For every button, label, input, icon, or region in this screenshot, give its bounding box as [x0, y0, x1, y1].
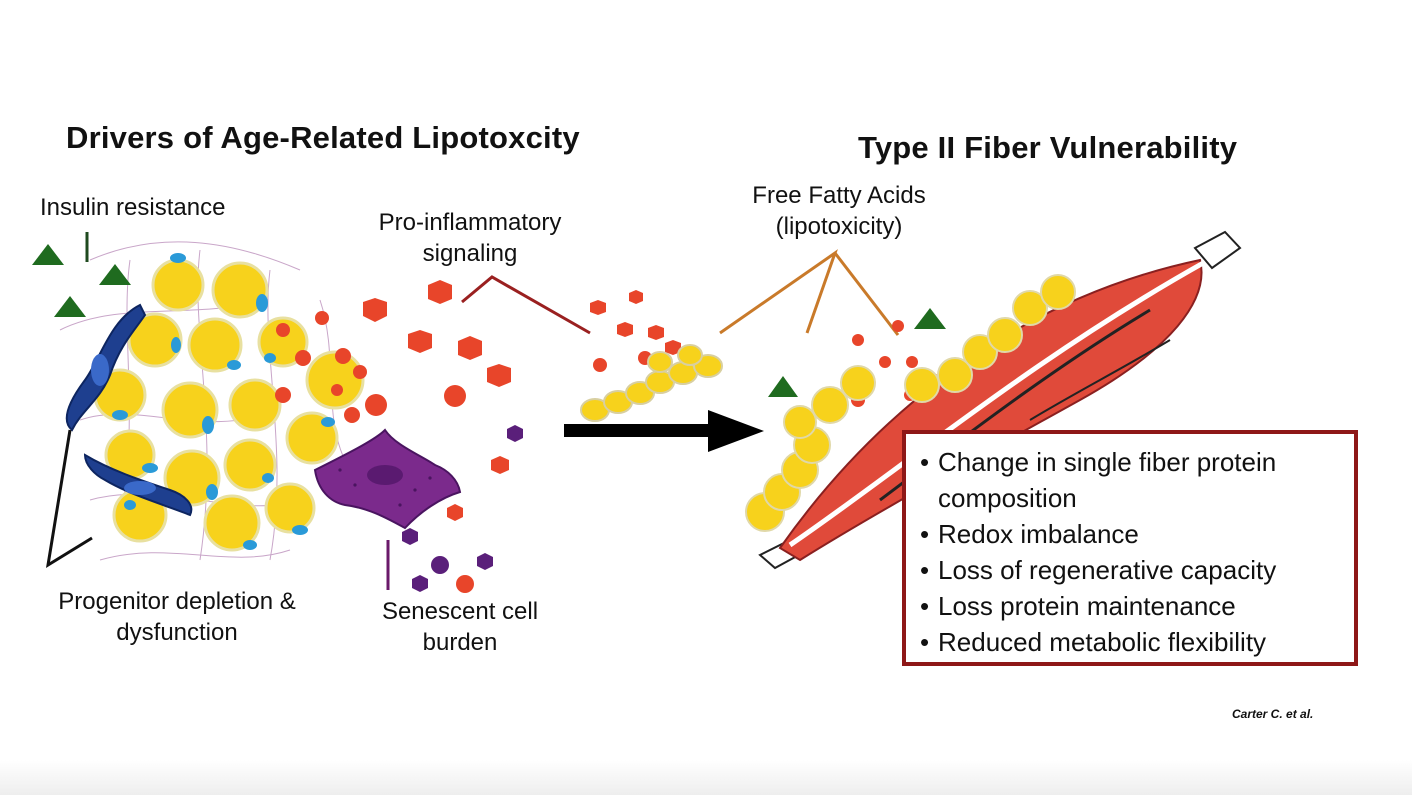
progenitor-label: Progenitor depletion & dysfunction	[34, 586, 320, 648]
senescent-cell-icon	[313, 428, 462, 530]
vulnerability-item: Loss of regenerative capacity	[920, 552, 1354, 588]
free-fatty-acids-line2: (lipotoxicity)	[775, 213, 903, 240]
muscle-fiber-icon	[758, 230, 1242, 570]
pro-inflammatory-line2: signaling	[422, 240, 518, 267]
vulnerability-item: Change in single fiber protein	[920, 444, 1354, 480]
citation: Carter C. et al.	[1232, 707, 1314, 721]
footer-band	[0, 760, 1412, 795]
progenitor-line1: Progenitor depletion &	[58, 588, 296, 615]
arrow-icon	[564, 410, 764, 452]
senescent-line1: Senescent cell	[381, 598, 539, 625]
vulnerability-item: Reduced metabolic flexibility	[920, 624, 1354, 660]
right-title: Type II Fiber Vulnerability	[858, 130, 1238, 165]
pro-inflammatory-label: Pro-inflammatory signaling	[360, 207, 580, 269]
cytokine-particles	[275, 280, 941, 593]
free-fatty-acids-label: Free Fatty Acids (lipotoxicity)	[730, 180, 948, 242]
vulnerability-item-continuation: composition	[938, 483, 1077, 513]
fatty-acid-chain	[580, 344, 723, 422]
vulnerability-box: Change in single fiber protein compositi…	[902, 430, 1358, 666]
adipose-tissue-cluster	[59, 241, 365, 561]
vulnerability-item: Loss protein maintenance	[920, 588, 1354, 624]
progenitor-cell-icon	[65, 303, 193, 517]
free-fatty-acids-line1: Free Fatty Acids	[752, 182, 926, 209]
triangle-markers	[32, 244, 946, 397]
senescent-particles	[402, 425, 523, 592]
vulnerability-item: Redox imbalance	[920, 516, 1354, 552]
progenitor-connector	[45, 429, 93, 568]
senescent-line2: burden	[422, 629, 498, 656]
pro-inflammatory-line1: Pro-inflammatory	[378, 209, 562, 236]
insulin-resistance-label: Insulin resistance	[40, 194, 226, 221]
inflammatory-connector	[461, 275, 591, 335]
vulnerability-list: Change in single fiber protein compositi…	[906, 434, 1354, 660]
ffa-connector-left	[719, 249, 838, 335]
intramuscular-lipid	[745, 274, 1076, 532]
left-title: Drivers of Age-Related Lipotoxcity	[66, 120, 580, 155]
ffa-connector-right	[833, 252, 900, 336]
progenitor-line2: dysfunction	[116, 619, 238, 646]
senescent-label: Senescent cell burden	[360, 596, 560, 658]
